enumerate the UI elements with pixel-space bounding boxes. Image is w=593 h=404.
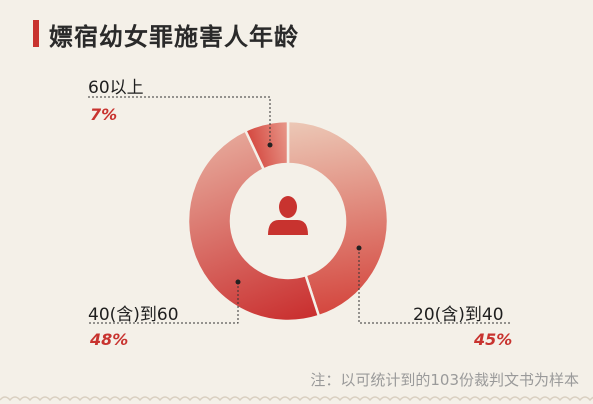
donut-slice bbox=[243, 119, 290, 172]
leader-dot bbox=[356, 245, 362, 251]
person-icon-body bbox=[268, 219, 308, 235]
leader-line bbox=[88, 96, 271, 145]
leader-dot bbox=[235, 279, 241, 285]
title-accent-bar bbox=[33, 20, 39, 47]
page-title: 嫖宿幼女罪施害人年龄 bbox=[49, 23, 299, 51]
leader-dot bbox=[267, 142, 273, 148]
leader-line bbox=[358, 248, 510, 324]
footnote: 注：以可统计到的103份裁判文书为样本 bbox=[310, 371, 579, 389]
slice-label-60-plus: 60以上 bbox=[88, 78, 144, 98]
person-icon bbox=[268, 196, 308, 235]
slice-label-40-60: 40(含)到60 bbox=[88, 305, 179, 325]
leader-line bbox=[88, 282, 239, 324]
donut-slice bbox=[286, 119, 390, 318]
slice-label-20-40: 20(含)到40 bbox=[413, 305, 504, 325]
slice-percent-20-40: 45% bbox=[474, 330, 513, 349]
donut-slice bbox=[186, 128, 321, 323]
slice-percent-40-60: 48% bbox=[90, 330, 129, 349]
person-icon-head bbox=[279, 196, 297, 218]
decorative-wave-border bbox=[0, 396, 593, 402]
slice-percent-60-plus: 7% bbox=[90, 105, 118, 124]
